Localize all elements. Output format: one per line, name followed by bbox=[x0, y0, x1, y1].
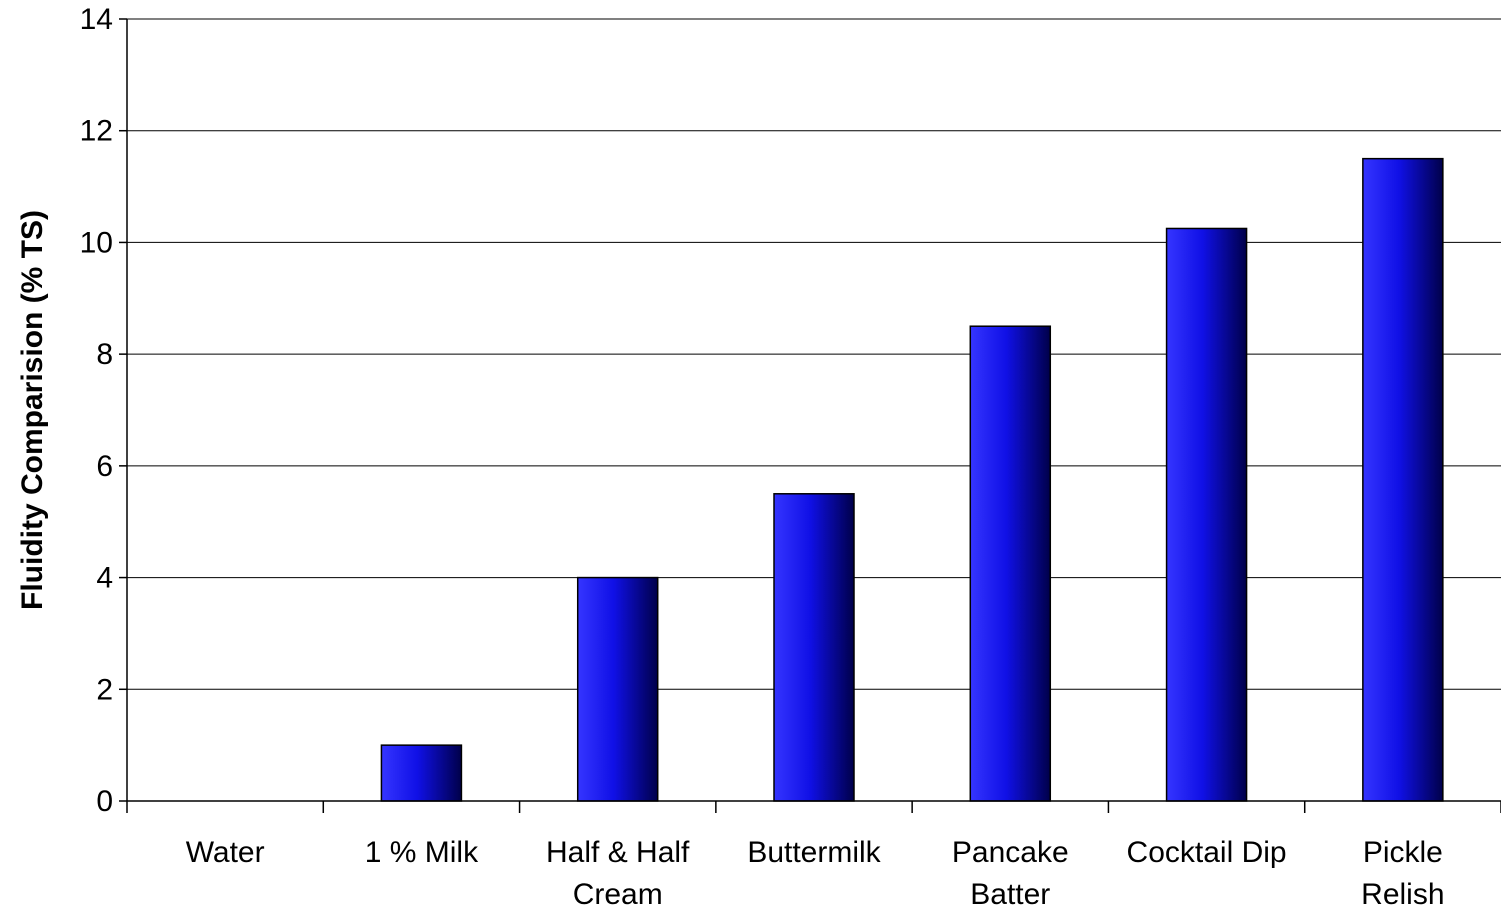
x-category-label: Pickle bbox=[1363, 836, 1443, 869]
y-tick-label: 6 bbox=[96, 450, 113, 483]
x-category-label: Cream bbox=[573, 878, 663, 911]
bar bbox=[380, 744, 463, 802]
gridlines bbox=[127, 18, 1501, 690]
bar bbox=[576, 576, 659, 802]
y-tick-label: 8 bbox=[96, 338, 113, 371]
bar bbox=[773, 493, 855, 802]
x-category-label: Buttermilk bbox=[747, 836, 881, 869]
x-category-label: Relish bbox=[1361, 878, 1444, 911]
bars bbox=[380, 157, 1444, 802]
axes bbox=[119, 18, 1501, 813]
x-category-label: Pancake bbox=[952, 836, 1069, 869]
bar bbox=[1362, 157, 1444, 802]
bar bbox=[969, 325, 1052, 802]
y-axis-title: Fluidity Comparision (% TS) bbox=[16, 210, 49, 610]
y-tick-label: 14 bbox=[80, 3, 113, 36]
labels: 0 2 4 6 8 10 12 14 Water 1 % Milk Half & Half Cream… bbox=[80, 3, 1445, 911]
y-tick-label: 2 bbox=[96, 673, 113, 706]
x-category-label: Cocktail Dip bbox=[1127, 836, 1287, 869]
y-tick-label: 4 bbox=[96, 562, 113, 595]
y-tick-label: 0 bbox=[96, 785, 113, 818]
bar bbox=[1165, 227, 1248, 802]
x-category-label: Half & Half bbox=[546, 836, 690, 869]
y-tick-label: 10 bbox=[80, 226, 113, 259]
x-category-label: Batter bbox=[970, 878, 1050, 911]
y-tick-label: 12 bbox=[80, 115, 113, 148]
x-category-label: 1 % Milk bbox=[365, 836, 479, 869]
x-category-label: Water bbox=[186, 836, 265, 869]
